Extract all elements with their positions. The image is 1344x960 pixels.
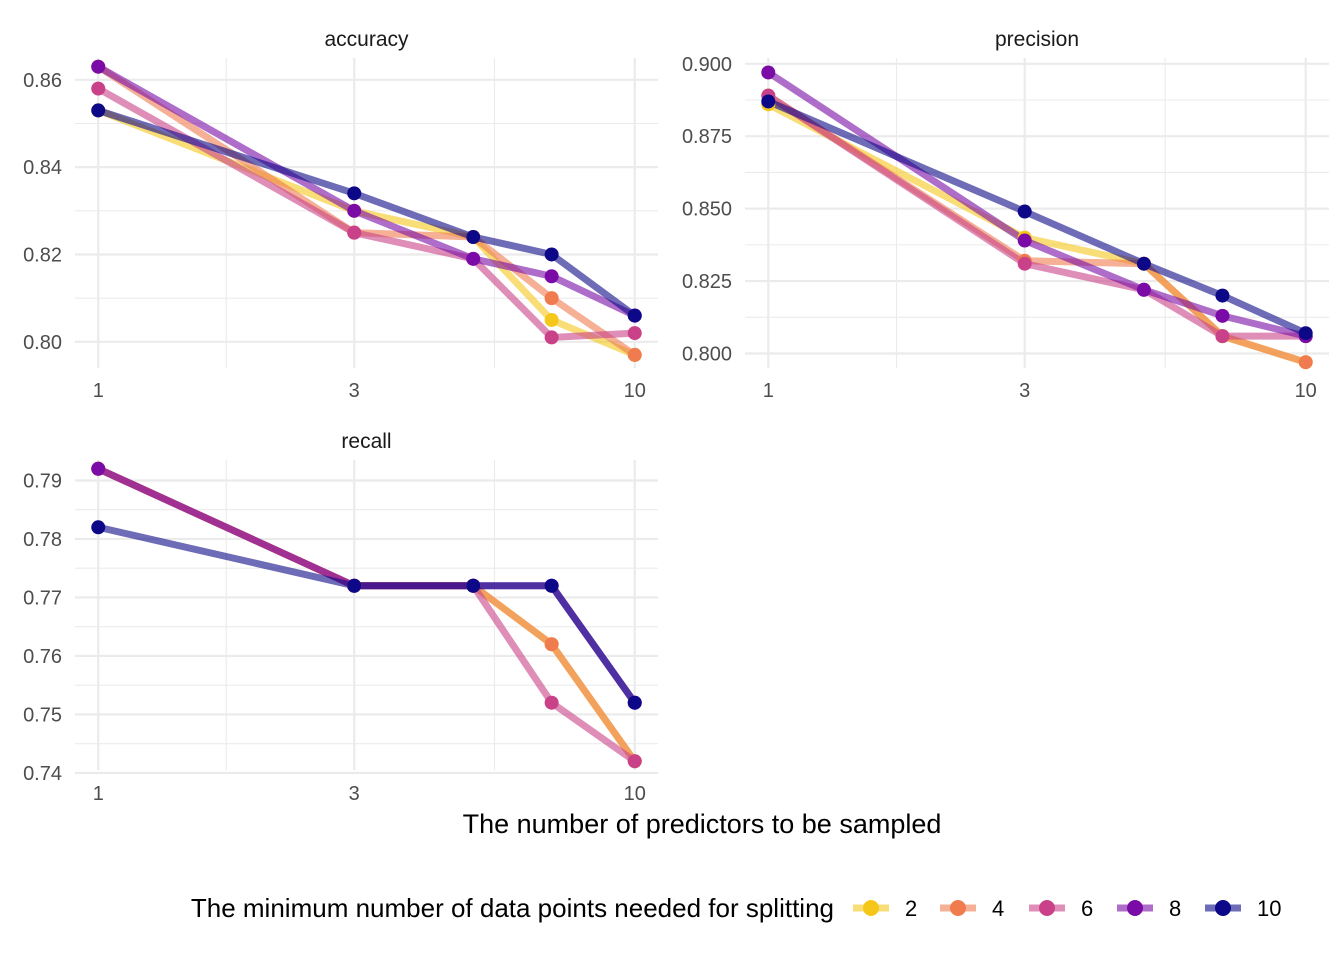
data-point-6	[347, 225, 362, 240]
x-tick-label: 3	[349, 380, 360, 402]
data-point-8	[466, 251, 481, 266]
series-line-10	[97, 523, 638, 705]
y-tick-label: 0.850	[682, 199, 732, 221]
legend-key-point	[1039, 900, 1055, 916]
y-tick-label: 0.825	[682, 271, 732, 293]
data-point-6	[627, 754, 642, 769]
data-point-10	[466, 230, 481, 245]
data-point-10	[761, 94, 776, 109]
data-point-10	[1298, 326, 1313, 341]
y-tick-label: 0.84	[23, 157, 62, 179]
legend-label: 4	[992, 896, 1004, 921]
y-tick-label: 0.74	[23, 763, 62, 785]
x-tick-label: 10	[624, 783, 646, 805]
legend: The minimum number of data points needed…	[191, 893, 1282, 923]
y-tick-label: 0.76	[23, 646, 62, 668]
y-tick-label: 0.86	[23, 70, 62, 92]
data-point-10	[1136, 256, 1151, 271]
panel-precision: 0.800 0.825 0.850 0.875 0.900 1 3 10 precision	[682, 28, 1329, 402]
panels: 0.800.820.840.861 3 10accuracy0.8000.8250.…	[23, 28, 1329, 805]
series-line-2	[96, 465, 638, 764]
legend-label: 2	[905, 896, 917, 921]
legend-title: The minimum number of data points needed…	[191, 893, 834, 923]
panel-accuracy: 0.80 0.82 0.84 0.86 1 3 10 accuracy	[23, 28, 658, 402]
legend-key-point	[1127, 900, 1143, 916]
data-point-8	[91, 59, 106, 74]
legend-item-6: 6	[1029, 896, 1093, 921]
y-tick-label: 0.75	[23, 704, 62, 726]
series-line-4	[96, 465, 638, 764]
legend-item-8: 8	[1117, 896, 1181, 921]
data-point-8	[1017, 233, 1032, 248]
data-point-10	[544, 247, 559, 262]
y-tick-label: 0.82	[23, 244, 62, 266]
x-tick-label: 10	[1295, 380, 1317, 402]
panel-title: recall	[341, 430, 391, 453]
x-tick-label: 1	[93, 783, 104, 805]
x-tick-label: 1	[763, 380, 774, 402]
legend-label: 10	[1257, 896, 1281, 921]
data-point-8	[544, 269, 559, 284]
data-point-4	[1298, 355, 1313, 370]
data-point-6	[1215, 329, 1230, 344]
data-point-4	[544, 291, 559, 306]
data-point-6	[91, 81, 106, 96]
x-tick-label: 3	[1019, 380, 1030, 402]
data-point-10	[91, 520, 106, 535]
legend-key-point	[863, 900, 879, 916]
panel-title: precision	[995, 28, 1079, 51]
y-tick-label: 0.77	[23, 587, 62, 609]
data-point-8	[1215, 308, 1230, 323]
data-point-6	[544, 330, 559, 345]
data-point-8	[1136, 282, 1151, 297]
data-point-2	[544, 312, 559, 327]
data-point-8	[761, 65, 776, 80]
data-point-10	[347, 186, 362, 201]
panel-title: accuracy	[324, 28, 409, 51]
data-point-8	[91, 461, 106, 476]
data-point-10	[91, 103, 106, 118]
x-tick-label: 1	[93, 380, 104, 402]
data-point-4	[544, 637, 559, 652]
legend-item-2: 2	[853, 896, 917, 921]
y-tick-label: 0.900	[682, 54, 732, 76]
x-tick-label: 10	[624, 380, 646, 402]
data-point-10	[466, 578, 481, 593]
panel-recall: 0.74 0.75 0.76 0.77 0.78 0.79 1 3 10 recall	[23, 430, 658, 805]
x-axis-title: The number of predictors to be sampled	[463, 809, 942, 839]
legend-items: 2 4 6 8 10	[853, 896, 1281, 921]
legend-item-10: 10	[1205, 896, 1281, 921]
data-point-10	[627, 695, 642, 710]
x-tick-label: 3	[349, 783, 360, 805]
y-tick-label: 0.875	[682, 126, 732, 148]
series-line-6	[96, 465, 637, 765]
data-point-10	[347, 578, 362, 593]
legend-key-point	[1215, 900, 1231, 916]
data-point-10	[544, 578, 559, 593]
data-point-6	[1017, 256, 1032, 271]
y-tick-label: 0.78	[23, 529, 62, 551]
data-point-10	[1215, 288, 1230, 303]
data-point-8	[347, 203, 362, 218]
y-tick-label: 0.79	[23, 470, 62, 492]
legend-label: 6	[1081, 896, 1093, 921]
series-line-2	[766, 101, 1307, 366]
y-tick-label: 0.80	[23, 332, 62, 354]
legend-item-4: 4	[940, 896, 1004, 921]
y-tick-label: 0.800	[682, 344, 732, 366]
legend-key-point	[950, 900, 966, 916]
data-point-10	[1017, 204, 1032, 219]
data-point-6	[544, 695, 559, 710]
data-point-10	[627, 308, 642, 323]
legend-label: 8	[1169, 896, 1181, 921]
data-point-4	[627, 347, 642, 362]
data-point-6	[627, 326, 642, 341]
